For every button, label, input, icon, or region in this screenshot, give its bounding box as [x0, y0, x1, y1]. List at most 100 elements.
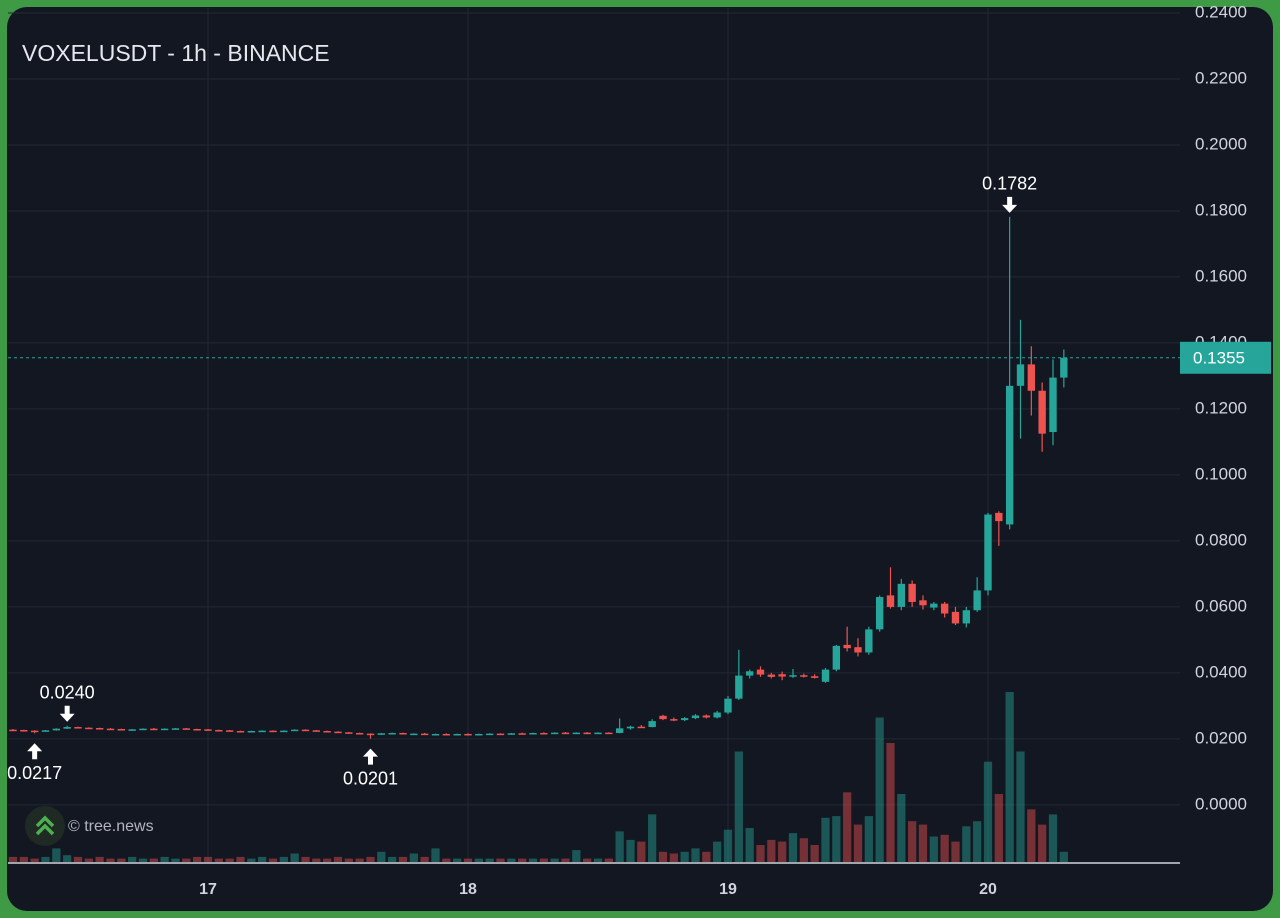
- volume-bar: [442, 858, 451, 862]
- candle-body: [52, 728, 61, 731]
- annotation: 0.0240: [40, 682, 95, 722]
- candle-body: [973, 590, 981, 611]
- candle-body: [30, 730, 39, 733]
- volume-bar: [713, 841, 722, 862]
- candle-body: [95, 728, 104, 730]
- candle-body: [875, 597, 884, 630]
- candle-body: [74, 727, 82, 729]
- candle-body: [117, 729, 126, 731]
- volume-bar: [1038, 824, 1047, 862]
- candle-body: [930, 603, 938, 608]
- candle-body: [106, 728, 115, 731]
- volume-bar: [1027, 809, 1036, 862]
- candle-body: [854, 647, 862, 653]
- candle-body: [345, 732, 353, 734]
- volume-bar: [940, 834, 949, 862]
- candle-body: [691, 715, 700, 719]
- volume-bar: [377, 851, 386, 862]
- candle-body: [464, 733, 472, 736]
- volume-bar: [279, 856, 288, 862]
- volume-bar: [128, 856, 137, 862]
- candle-body: [290, 729, 299, 732]
- candle-body: [919, 600, 927, 606]
- candle-body: [984, 514, 992, 591]
- candle-body: [940, 603, 949, 614]
- volume-bar: [983, 761, 993, 862]
- candle-body: [225, 730, 234, 732]
- volume-bar: [539, 858, 548, 862]
- volume-bar: [507, 858, 516, 862]
- volume-bar: [312, 858, 321, 862]
- volume-bar: [886, 743, 895, 862]
- volume-bar: [518, 858, 527, 862]
- candle-body: [648, 721, 656, 728]
- volume-bar: [843, 792, 852, 862]
- candle-body: [713, 712, 721, 718]
- candle-body: [789, 675, 797, 677]
- candle-body: [735, 675, 743, 699]
- volume-bar: [453, 858, 462, 862]
- volume-bar: [648, 814, 657, 862]
- y-tick-label: 0.2000: [1195, 134, 1247, 153]
- candle-body: [63, 727, 71, 729]
- volume-bar: [994, 794, 1003, 862]
- candle-body: [550, 732, 559, 735]
- candle-body: [865, 629, 873, 653]
- y-tick-label: 0.0800: [1195, 530, 1247, 549]
- candle-body: [377, 733, 386, 735]
- volume-bar: [691, 848, 700, 862]
- volume-bar: [897, 794, 906, 862]
- volume-bar: [344, 858, 353, 862]
- volume-bar: [8, 856, 18, 862]
- volume-bar: [572, 850, 581, 862]
- volume-bar: [604, 858, 613, 862]
- candle-body: [388, 732, 396, 735]
- volume-bar: [615, 831, 624, 862]
- candle-body: [583, 732, 591, 735]
- candle-body: [496, 733, 505, 736]
- candle-body: [420, 733, 429, 736]
- candle-body: [1049, 377, 1057, 433]
- y-tick-label: 0.1600: [1195, 266, 1247, 285]
- candle-body: [659, 715, 667, 720]
- x-tick-label: 17: [199, 881, 217, 898]
- candle-body: [41, 730, 50, 732]
- candle-body: [572, 732, 581, 735]
- volume-bar: [658, 851, 668, 862]
- volume-bar: [853, 824, 863, 862]
- candle-body: [323, 730, 331, 733]
- candle-body: [215, 730, 223, 732]
- volume-bar: [366, 856, 375, 862]
- annotation: 0.0201: [343, 748, 398, 788]
- volume-bar: [323, 858, 332, 862]
- candle-body: [280, 730, 288, 733]
- volume-bar: [973, 821, 982, 862]
- candle-body: [756, 669, 765, 675]
- volume-bar: [203, 856, 213, 862]
- candle-body: [128, 729, 136, 731]
- grid: [8, 8, 1180, 862]
- candle-body: [9, 729, 17, 732]
- candle-body: [540, 732, 548, 735]
- candle-body: [800, 675, 808, 677]
- volume-bar: [225, 858, 234, 862]
- volume-bar: [106, 858, 115, 862]
- annotation-label: 0.1782: [982, 174, 1037, 194]
- candle-body: [236, 730, 245, 733]
- candle-body: [247, 730, 256, 733]
- candle-body: [1060, 357, 1068, 378]
- chart-background: [7, 7, 1273, 911]
- volume-bar: [388, 856, 397, 862]
- volume-bar: [268, 858, 278, 862]
- candle-body: [724, 698, 732, 713]
- volume-bar: [214, 858, 223, 862]
- volume-bar: [637, 841, 646, 862]
- volume-bar: [485, 858, 494, 862]
- volume-bar: [745, 828, 754, 862]
- candle-body: [269, 730, 277, 733]
- candle-body: [160, 728, 169, 731]
- annotation-label: 0.0240: [40, 682, 95, 702]
- y-tick-label: 0.2400: [1195, 2, 1247, 21]
- candle-body: [1038, 390, 1046, 434]
